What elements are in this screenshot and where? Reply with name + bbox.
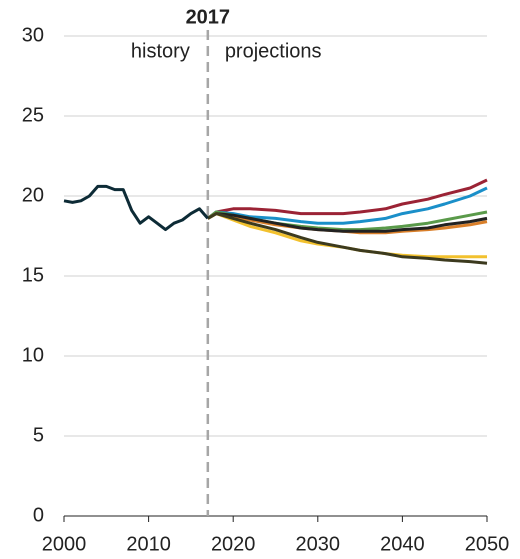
y-tick-label: 15	[22, 264, 44, 286]
x-tick-label: 2000	[42, 533, 87, 555]
x-tick-label: 2050	[465, 533, 510, 555]
series-line	[206, 186, 488, 225]
series-line	[206, 178, 488, 220]
series-line	[207, 212, 488, 233]
y-tick-label: 25	[22, 104, 44, 126]
y-tick-label: 20	[22, 184, 44, 206]
series-line	[63, 184, 209, 232]
series-line	[207, 212, 488, 265]
y-tick-label: 0	[33, 504, 44, 526]
x-tick-label: 2040	[380, 533, 425, 555]
y-tick-label: 10	[22, 344, 44, 366]
x-tick-label: 2020	[211, 533, 256, 555]
annotation: projections	[225, 40, 322, 62]
x-tick-label: 2010	[126, 533, 171, 555]
x-tick-label: 2030	[296, 533, 341, 555]
y-tick-label: 5	[33, 424, 44, 446]
y-tick-label: 30	[22, 24, 44, 46]
annotation: history	[131, 40, 190, 62]
annotation: 2017	[186, 6, 231, 28]
